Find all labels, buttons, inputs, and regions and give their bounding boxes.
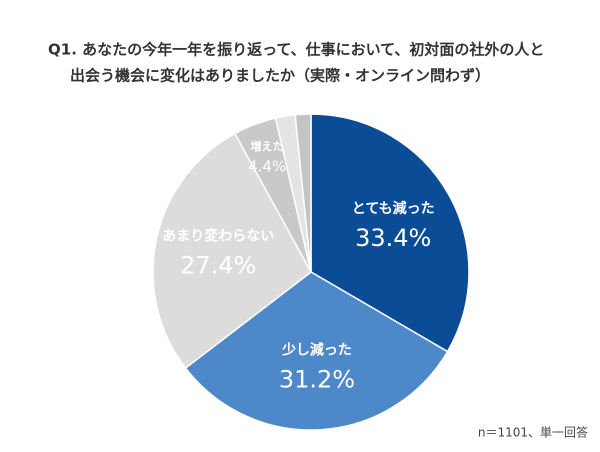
slice-label: 増えた [251, 139, 284, 153]
value-label: 31.2% [279, 366, 355, 394]
slice-label: あまり変わらない [162, 227, 274, 244]
value-label: 33.4% [355, 224, 431, 252]
value-label: 4.4% [248, 157, 286, 175]
slice-label: 少し減った [281, 342, 352, 359]
value-label: 27.4% [180, 251, 256, 279]
pie-slice [184, 271, 449, 431]
chart-title: Q1. あなたの今年一年を振り返って、仕事において、初対面の社外の人と [48, 41, 544, 59]
slice-label: とても減った [352, 200, 435, 217]
pie-slice [310, 113, 470, 353]
pie-slice [294, 113, 312, 273]
chart-title: 出会う機会に変化はありましたか（実際・オンライン問わず） [70, 67, 490, 85]
note: n＝1101、単一回答 [478, 425, 588, 440]
pie-slice [152, 132, 312, 370]
